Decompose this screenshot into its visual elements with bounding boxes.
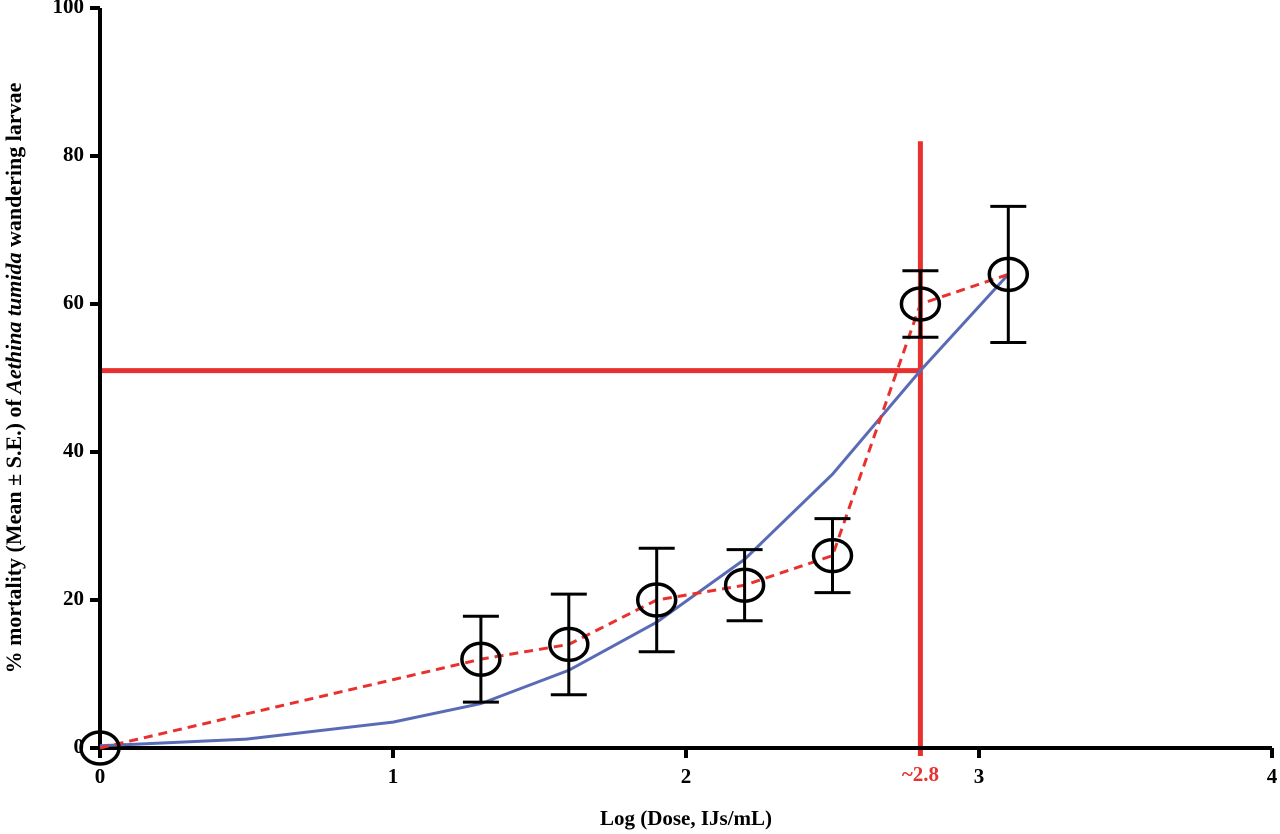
x-tick-label: 2: [681, 764, 692, 788]
error-bar: [638, 546, 675, 654]
y-tick-label: 60: [63, 290, 84, 314]
data-point: [811, 537, 854, 574]
y-label-species: Aethina tumida: [1, 252, 26, 395]
x-tick-label: 4: [1267, 764, 1278, 788]
error-bar: [726, 548, 763, 623]
error-bar: [902, 269, 939, 339]
y-tick-label: 40: [63, 438, 84, 462]
fit-line: [99, 273, 1010, 748]
reference-annotation: ~2.8: [902, 762, 939, 786]
data-point: [460, 641, 502, 677]
y-tick-label: 0: [74, 734, 85, 758]
observed-line: [99, 272, 1009, 750]
y-label-part: % mortality (Mean ± S.E.) of: [1, 394, 26, 674]
y-tick-label: 80: [63, 142, 84, 166]
x-axis-label: Log (Dose, IJs/mL): [600, 806, 772, 830]
error-bar: [462, 614, 499, 704]
y-tick-label: 100: [53, 0, 85, 18]
y-tick-label: 20: [63, 586, 84, 610]
data-point: [987, 256, 1030, 293]
error-bar: [814, 517, 851, 595]
y-axis-label: % mortality (Mean ± S.E.) of Aethina tum…: [1, 82, 26, 673]
data-point: [899, 286, 942, 322]
data-point: [79, 730, 121, 766]
y-label-part: wandering larvae: [1, 82, 26, 252]
x-tick-label: 1: [388, 764, 399, 788]
error-bar: [990, 204, 1027, 344]
error-bar: [550, 592, 587, 697]
x-tick-label: 3: [974, 764, 985, 788]
data-point: [723, 567, 766, 603]
data-point: [548, 626, 590, 663]
x-tick-label: 0: [95, 764, 106, 788]
data-point: [635, 582, 678, 618]
